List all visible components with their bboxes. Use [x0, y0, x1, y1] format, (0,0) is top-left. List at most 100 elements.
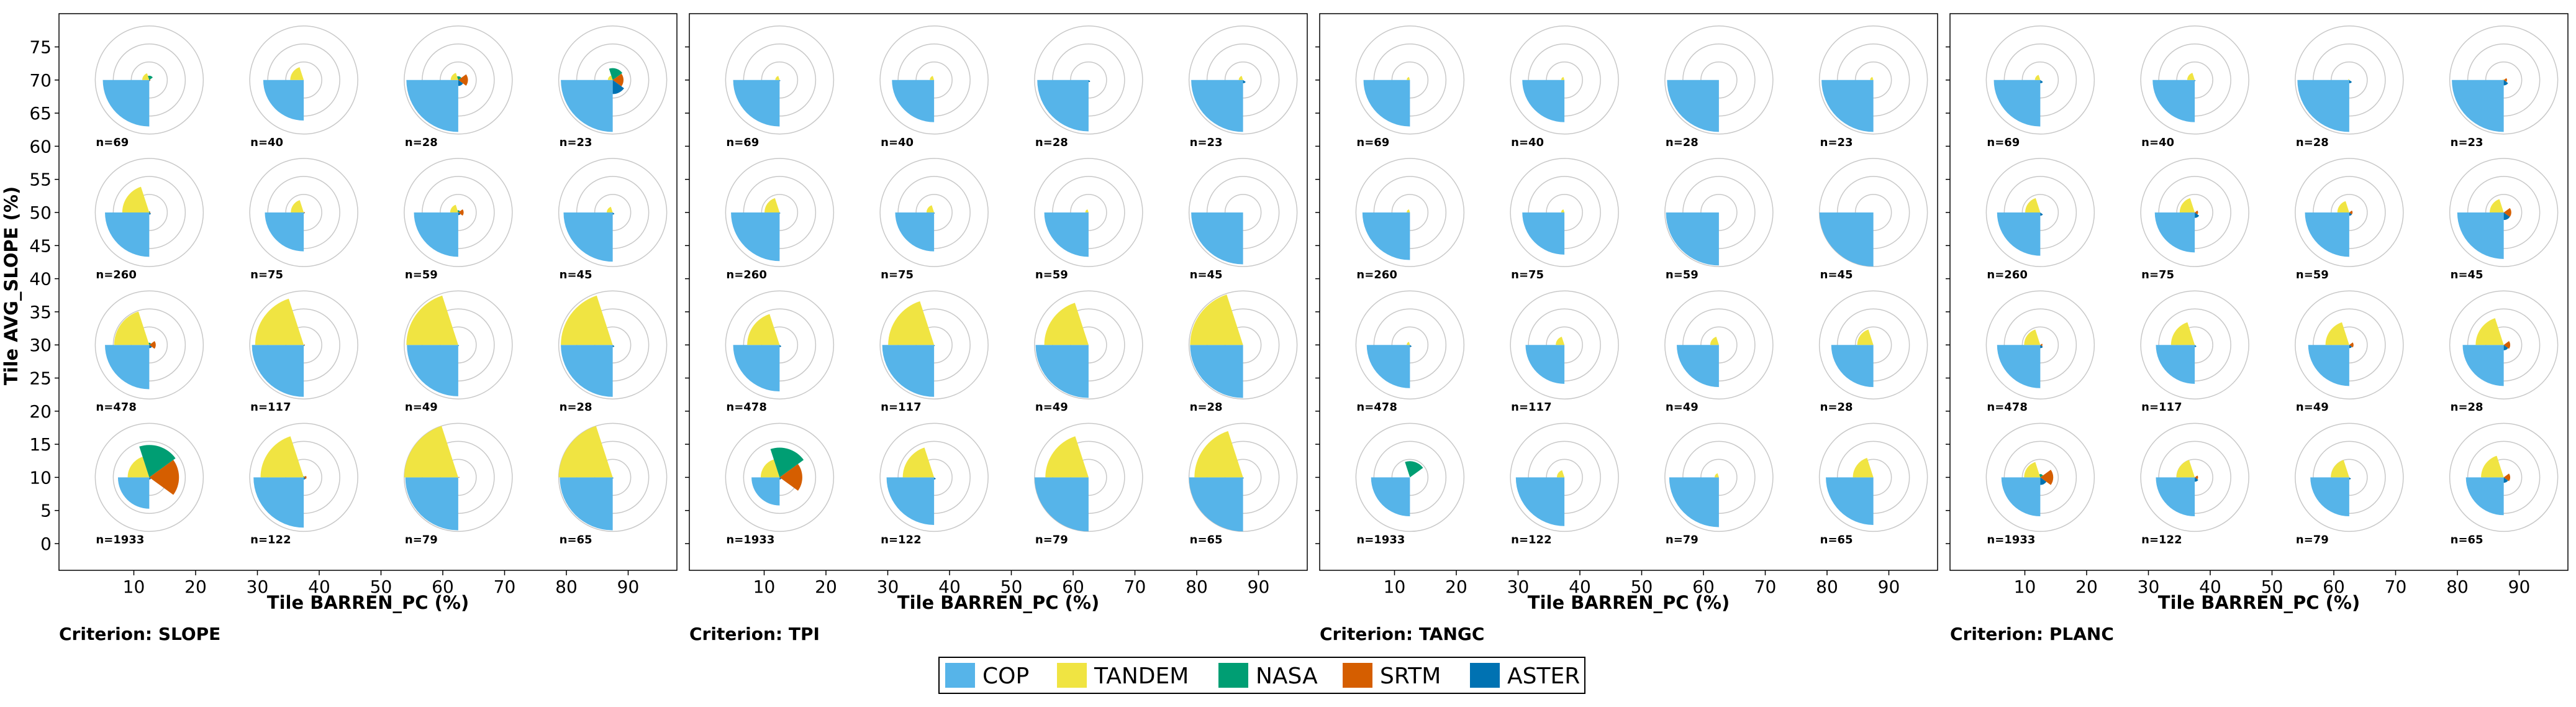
x-axis-title: Tile BARREN_PC (%) [1528, 592, 1730, 613]
legend-label-cop: COP [982, 664, 1029, 689]
y-tick-label: 0 [40, 534, 52, 554]
polar-plot: n=478 [1986, 291, 2094, 414]
wedge-cop [1997, 345, 2041, 388]
x-tick-label: 80 [1186, 577, 1208, 597]
wedge-cop [1191, 80, 1243, 132]
wedge-tandem [561, 296, 613, 345]
panel-tpi: 10 20 30 40 50 60 70 80 90Tile BARREN_PC (%)Crit… [685, 14, 1307, 644]
x-tick-label: 90 [2508, 577, 2531, 597]
wedge-cop [1667, 80, 1719, 132]
wedge-cop [406, 80, 458, 132]
count-label: n=75 [881, 268, 914, 281]
count-label: n=117 [2141, 401, 2182, 414]
polar-plot: n=65 [559, 423, 667, 546]
count-label: n=45 [560, 268, 592, 281]
polar-plot: n=59 [404, 158, 512, 281]
polar-plot: n=65 [1820, 423, 1928, 546]
polar-plot: n=40 [2141, 26, 2249, 149]
wedge-cop [563, 212, 612, 262]
polar-plot: n=122 [2141, 423, 2249, 546]
x-tick-label: 10 [753, 577, 776, 597]
count-label: n=1933 [726, 533, 774, 546]
polar-plot: n=122 [880, 423, 988, 546]
wedge-cop [1826, 477, 1874, 525]
wedge-cop [892, 80, 934, 122]
polar-plot: n=69 [725, 26, 833, 149]
wedge-cop [1821, 80, 1874, 132]
x-tick-label: 10 [123, 577, 145, 597]
y-tick-label: 65 [29, 103, 52, 124]
count-label: n=122 [2141, 533, 2182, 546]
count-label: n=75 [2141, 268, 2174, 281]
polar-plot: n=478 [95, 291, 203, 414]
wedge-tandem [2481, 456, 2504, 478]
wedge-tandem [255, 299, 304, 345]
count-label: n=28 [560, 401, 592, 414]
wedge-srtm [458, 477, 460, 478]
count-label: n=478 [96, 401, 136, 414]
wedge-cop [1363, 212, 1410, 260]
wedge-tandem [406, 296, 458, 345]
polar-plot: n=117 [880, 291, 988, 414]
wedge-aster [934, 345, 935, 346]
wedge-cop [2156, 345, 2195, 384]
wedge-cop [1367, 345, 1410, 388]
x-tick-label: 70 [1754, 577, 1777, 597]
legend-label-tandem: TANDEM [1094, 664, 1189, 689]
legend-label-nasa: NASA [1256, 664, 1318, 689]
wedge-cop [2310, 477, 2349, 516]
count-label: n=478 [1987, 401, 2027, 414]
wedge-tandem [2475, 318, 2503, 345]
count-label: n=1933 [1356, 533, 1405, 546]
wedge-cop [1677, 345, 1719, 387]
y-tick-label: 70 [29, 70, 52, 91]
wedge-cop [1037, 80, 1089, 132]
wedge-cop [2297, 80, 2349, 132]
wedge-cop [2152, 80, 2195, 122]
count-label: n=40 [2141, 136, 2174, 149]
criterion-label: Criterion: TPI [689, 624, 820, 644]
x-tick-label: 20 [815, 577, 837, 597]
wedge-cop [733, 345, 780, 391]
wedge-aster [2195, 345, 2197, 347]
wedge-cop [1522, 212, 1564, 255]
wedge-cop [751, 477, 779, 505]
wedge-tandem [1556, 337, 1564, 345]
wedge-cop [731, 212, 779, 261]
polar-plot: n=75 [1510, 158, 1618, 281]
wedge-cop [1820, 212, 1874, 267]
wedge-aster [779, 80, 780, 81]
wedge-cop [1190, 345, 1243, 398]
x-axis-title: Tile BARREN_PC (%) [897, 592, 1099, 613]
x-tick-label: 20 [1445, 577, 1467, 597]
count-label: n=75 [250, 268, 283, 281]
count-label: n=45 [2451, 268, 2483, 281]
count-label: n=260 [1356, 268, 1397, 281]
y-tick-label: 5 [40, 501, 52, 521]
polar-plot: n=79 [404, 423, 512, 546]
count-label: n=117 [881, 401, 921, 414]
wedge-cop [561, 80, 613, 132]
polar-plot: n=45 [1189, 158, 1297, 281]
wedge-cop [1997, 212, 2041, 256]
polar-plot: n=23 [2450, 26, 2558, 149]
x-tick-label: 90 [1878, 577, 1900, 597]
legend-label-aster: ASTER [1507, 664, 1580, 689]
wedge-cop [103, 80, 150, 127]
count-label: n=40 [881, 136, 914, 149]
legend-swatch-aster [1470, 663, 1500, 688]
wedge-tandem [2326, 322, 2349, 345]
wedge-tandem [2187, 73, 2195, 80]
wedge-tandem [1561, 209, 1564, 212]
wedge-aster [779, 345, 781, 347]
wedge-cop [2156, 477, 2195, 516]
wedge-tandem [2177, 460, 2195, 477]
y-tick-label: 15 [29, 434, 52, 455]
x-tick-label: 80 [2446, 577, 2469, 597]
legend: COP TANDEM NASA SRTM ASTER [939, 657, 1585, 693]
wedge-cop [1994, 80, 2041, 127]
polar-plot: n=45 [559, 158, 667, 281]
polar-plot: n=1933 [1986, 423, 2094, 546]
wedge-cop [1035, 477, 1089, 531]
polar-plot: n=40 [250, 26, 358, 149]
